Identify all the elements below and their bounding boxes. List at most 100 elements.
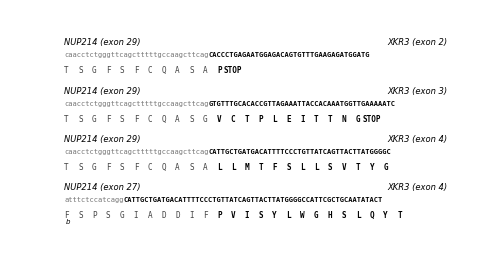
- Text: b: b: [66, 219, 71, 225]
- Text: F: F: [106, 163, 111, 172]
- Text: V: V: [217, 115, 222, 124]
- Text: A: A: [64, 115, 69, 124]
- Text: P: P: [217, 66, 222, 75]
- Text: S: S: [78, 66, 83, 75]
- Text: atttctccatcagg: atttctccatcagg: [64, 197, 124, 203]
- Text: C: C: [231, 115, 236, 124]
- Text: Q: Q: [370, 211, 374, 220]
- Text: V: V: [231, 211, 236, 220]
- Text: A: A: [175, 163, 180, 172]
- Text: S: S: [258, 211, 263, 220]
- Text: P: P: [92, 211, 97, 220]
- Text: G: G: [203, 115, 208, 124]
- Text: I: I: [245, 211, 250, 220]
- Text: A: A: [203, 163, 208, 172]
- Text: G: G: [92, 66, 97, 75]
- Text: S: S: [78, 211, 83, 220]
- Text: G: G: [92, 163, 97, 172]
- Text: Y: Y: [370, 163, 374, 172]
- Text: caacctctgggttcagctttttgccaagcttcag: caacctctgggttcagctttttgccaagcttcag: [64, 52, 209, 58]
- Text: caacctctgggttcagctttttgccaagcttcag: caacctctgggttcagctttttgccaagcttcag: [64, 149, 209, 155]
- Text: G: G: [120, 211, 124, 220]
- Text: Q: Q: [162, 163, 166, 172]
- Text: G: G: [92, 115, 97, 124]
- Text: S: S: [189, 163, 194, 172]
- Text: NUP214 (exon 29): NUP214 (exon 29): [64, 38, 141, 47]
- Text: NUP214 (exon 29): NUP214 (exon 29): [64, 135, 141, 144]
- Text: A: A: [64, 163, 69, 172]
- Text: S: S: [106, 211, 111, 220]
- Text: A: A: [148, 211, 152, 220]
- Text: L: L: [300, 163, 305, 172]
- Text: D: D: [175, 211, 180, 220]
- Text: NUP214 (exon 29): NUP214 (exon 29): [64, 87, 141, 96]
- Text: D: D: [162, 211, 166, 220]
- Text: F: F: [134, 115, 138, 124]
- Text: T: T: [258, 163, 263, 172]
- Text: S: S: [342, 211, 346, 220]
- Text: L: L: [356, 211, 360, 220]
- Text: N: N: [342, 115, 346, 124]
- Text: XKR3 (exon 4): XKR3 (exon 4): [387, 183, 447, 192]
- Text: F: F: [106, 66, 111, 75]
- Text: I: I: [134, 211, 138, 220]
- Text: A: A: [175, 66, 180, 75]
- Text: C: C: [148, 66, 152, 75]
- Text: S: S: [78, 115, 83, 124]
- Text: S: S: [78, 163, 83, 172]
- Text: F: F: [272, 163, 277, 172]
- Text: XKR3 (exon 3): XKR3 (exon 3): [387, 87, 447, 96]
- Text: C: C: [148, 163, 152, 172]
- Text: G: G: [314, 211, 319, 220]
- Text: E: E: [286, 115, 291, 124]
- Text: NUP214 (exon 27): NUP214 (exon 27): [64, 183, 141, 192]
- Text: G: G: [356, 115, 360, 124]
- Text: GTGTTTGCACACCGTTAGAAATTACCACAAATGGTTGAAAAATC: GTGTTTGCACACCGTTAGAAATTACCACAAATGGTTGAAA…: [209, 101, 396, 107]
- Text: A: A: [64, 66, 69, 75]
- Text: A: A: [64, 211, 69, 220]
- Text: S: S: [328, 163, 332, 172]
- Text: I: I: [300, 115, 305, 124]
- Text: T: T: [328, 115, 332, 124]
- Text: A: A: [203, 66, 208, 75]
- Text: T: T: [397, 211, 402, 220]
- Text: L: L: [314, 163, 319, 172]
- Text: M: M: [245, 163, 250, 172]
- Text: CACCCTGAGAATGGAGACAGTGTTTGAAGAGATGGATG: CACCCTGAGAATGGAGACAGTGTTTGAAGAGATGGATG: [209, 52, 370, 58]
- Text: C: C: [148, 115, 152, 124]
- Text: A: A: [175, 115, 180, 124]
- Text: L: L: [286, 211, 291, 220]
- Text: L: L: [217, 163, 222, 172]
- Text: V: V: [342, 163, 346, 172]
- Text: L: L: [231, 163, 236, 172]
- Text: Y: Y: [383, 211, 388, 220]
- Text: Y: Y: [272, 211, 277, 220]
- Text: T: T: [64, 66, 69, 75]
- Text: G: G: [383, 163, 388, 172]
- Text: caacctctgggttcagctttttgccaagcttcag: caacctctgggttcagctttttgccaagcttcag: [64, 101, 209, 107]
- Text: S: S: [189, 115, 194, 124]
- Text: F: F: [203, 211, 208, 220]
- Text: XKR3 (exon 2): XKR3 (exon 2): [387, 38, 447, 47]
- Text: Q: Q: [162, 115, 166, 124]
- Text: STOP: STOP: [224, 66, 243, 75]
- Text: S: S: [189, 66, 194, 75]
- Text: S: S: [120, 115, 124, 124]
- Text: P: P: [217, 211, 222, 220]
- Text: T: T: [356, 163, 360, 172]
- Text: F: F: [134, 66, 138, 75]
- Text: XKR3 (exon 4): XKR3 (exon 4): [387, 135, 447, 144]
- Text: P: P: [258, 115, 263, 124]
- Text: H: H: [328, 211, 332, 220]
- Text: F: F: [106, 115, 111, 124]
- Text: F: F: [134, 163, 138, 172]
- Text: STOP: STOP: [363, 115, 381, 124]
- Text: T: T: [245, 115, 250, 124]
- Text: T: T: [64, 163, 69, 172]
- Text: S: S: [120, 163, 124, 172]
- Text: L: L: [272, 115, 277, 124]
- Text: S: S: [120, 66, 124, 75]
- Text: W: W: [300, 211, 305, 220]
- Text: S: S: [286, 163, 291, 172]
- Text: I: I: [189, 211, 194, 220]
